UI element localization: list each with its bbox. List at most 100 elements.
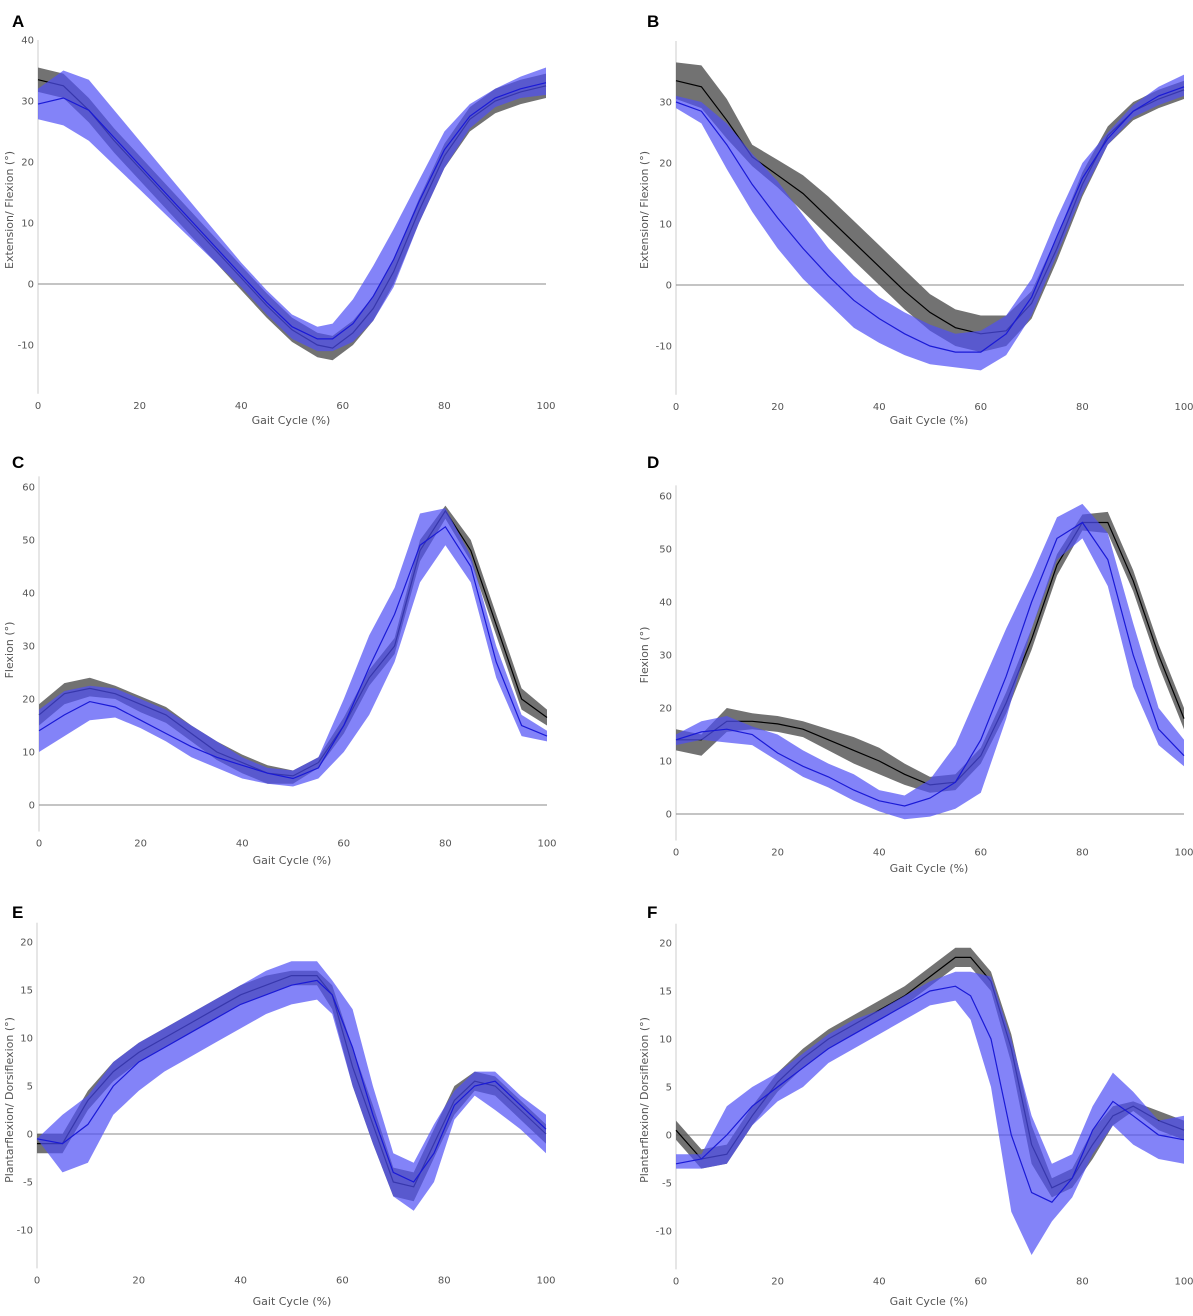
y-tick-label: 20 [659, 159, 672, 170]
x-axis-title-c: Gait Cycle (%) [253, 854, 332, 867]
x-tick-label: 0 [673, 848, 679, 859]
x-tick-label: 60 [974, 402, 987, 413]
x-tick-label: 20 [771, 1276, 784, 1287]
x-tick-label: 40 [234, 1275, 247, 1286]
panel-letter-c: C [12, 453, 24, 472]
x-tick-label: 80 [439, 839, 452, 850]
x-tick-label: 80 [1076, 402, 1089, 413]
y-tick-label: 0 [666, 1131, 672, 1142]
y-tick-label: 10 [659, 220, 672, 231]
y-tick-label: -10 [17, 1226, 33, 1237]
y-tick-label: 0 [29, 801, 35, 812]
y-tick-label: -10 [656, 342, 672, 353]
control-band [676, 62, 1184, 353]
y-tick-label: 15 [659, 987, 672, 998]
x-tick-label: 20 [133, 401, 146, 412]
x-axis-title-b: Gait Cycle (%) [890, 414, 969, 427]
y-tick-label: 60 [22, 483, 35, 494]
y-tick-label: 20 [21, 158, 34, 169]
x-tick-label: 0 [36, 839, 42, 850]
y-tick-label: 20 [659, 704, 672, 715]
x-tick-label: 80 [1076, 848, 1089, 859]
x-tick-label: 0 [673, 1276, 679, 1287]
x-tick-label: 60 [337, 839, 350, 850]
y-tick-label: 10 [659, 757, 672, 768]
subject-mean-line [36, 979, 547, 1183]
panel-f: F 20 15 10 5 0 -5 -10 0 20 40 60 80 100 Gait Cycle (… [638, 903, 1193, 1308]
x-tick-label: 20 [132, 1275, 145, 1286]
y-tick-label: 0 [27, 1130, 33, 1141]
y-tick-label: 40 [21, 36, 34, 47]
y-tick-label: 15 [20, 986, 33, 997]
panel-letter-e: E [12, 903, 23, 922]
y-tick-label: -5 [23, 1178, 33, 1189]
x-tick-label: 0 [673, 402, 679, 413]
y-axis-title-c: Flexion (°) [3, 622, 16, 679]
y-axis-title-d: Flexion (°) [638, 627, 651, 684]
control-band [676, 511, 1184, 793]
panel-letter-a: A [12, 12, 24, 31]
y-tick-label: 20 [22, 695, 35, 706]
y-tick-label: 50 [22, 536, 35, 547]
x-tick-label: 60 [336, 1275, 349, 1286]
y-tick-label: 10 [20, 1034, 33, 1045]
y-tick-label: 20 [659, 939, 672, 950]
panel-e: E 20 15 10 5 0 -5 -10 0 20 40 60 80 100 Gait Cycle (… [3, 903, 556, 1308]
panel-letter-d: D [647, 453, 659, 472]
subject-band [37, 961, 546, 1211]
y-axis-title-b: Extension/ Flexion (°) [638, 151, 651, 269]
x-tick-label: 100 [536, 1275, 555, 1286]
y-tick-label: 5 [666, 1083, 672, 1094]
x-tick-label: 40 [873, 848, 886, 859]
x-tick-label: 60 [974, 1276, 987, 1287]
subject-band [39, 508, 547, 787]
y-axis-title-e: Plantarflexion/ Dorsiflexion (°) [3, 1017, 16, 1183]
y-tick-label: 0 [666, 281, 672, 292]
x-tick-label: 0 [35, 401, 41, 412]
y-axis-title-f: Plantarflexion/ Dorsiflexion (°) [638, 1017, 651, 1183]
y-tick-label: 5 [27, 1082, 33, 1093]
x-axis-title-e: Gait Cycle (%) [253, 1295, 332, 1308]
y-tick-label: 50 [659, 545, 672, 556]
subject-mean-line [675, 985, 1185, 1203]
subject-band [38, 67, 546, 352]
y-tick-label: 30 [21, 97, 34, 108]
x-tick-label: 100 [536, 401, 555, 412]
x-axis-title-f: Gait Cycle (%) [890, 1295, 969, 1308]
x-tick-label: 20 [134, 839, 147, 850]
x-tick-label: 20 [771, 402, 784, 413]
panel-letter-b: B [647, 12, 659, 31]
x-tick-label: 40 [873, 402, 886, 413]
x-axis-title-d: Gait Cycle (%) [890, 862, 969, 875]
x-tick-label: 40 [873, 1276, 886, 1287]
x-tick-label: 20 [771, 848, 784, 859]
x-tick-label: 80 [438, 1275, 451, 1286]
y-tick-label: 10 [22, 748, 35, 759]
x-tick-label: 80 [438, 401, 451, 412]
subject-band [676, 971, 1184, 1255]
y-tick-label: 20 [20, 938, 33, 949]
y-tick-label: 10 [21, 219, 34, 230]
y-tick-label: 30 [659, 98, 672, 109]
x-tick-label: 100 [1174, 848, 1193, 859]
panel-letter-f: F [647, 903, 657, 922]
x-tick-label: 100 [1174, 402, 1193, 413]
x-tick-label: 60 [336, 401, 349, 412]
x-tick-label: 0 [34, 1275, 40, 1286]
y-tick-label: 40 [659, 598, 672, 609]
y-tick-label: -10 [18, 341, 34, 352]
subject-band [676, 74, 1184, 371]
subject-mean-line [675, 521, 1185, 807]
y-tick-label: -10 [656, 1227, 672, 1238]
subject-mean-line [38, 525, 548, 780]
y-tick-label: 30 [22, 642, 35, 653]
y-tick-label: 0 [666, 810, 672, 821]
y-tick-label: 30 [659, 651, 672, 662]
x-axis-title-a: Gait Cycle (%) [252, 414, 331, 427]
x-tick-label: 100 [537, 839, 556, 850]
